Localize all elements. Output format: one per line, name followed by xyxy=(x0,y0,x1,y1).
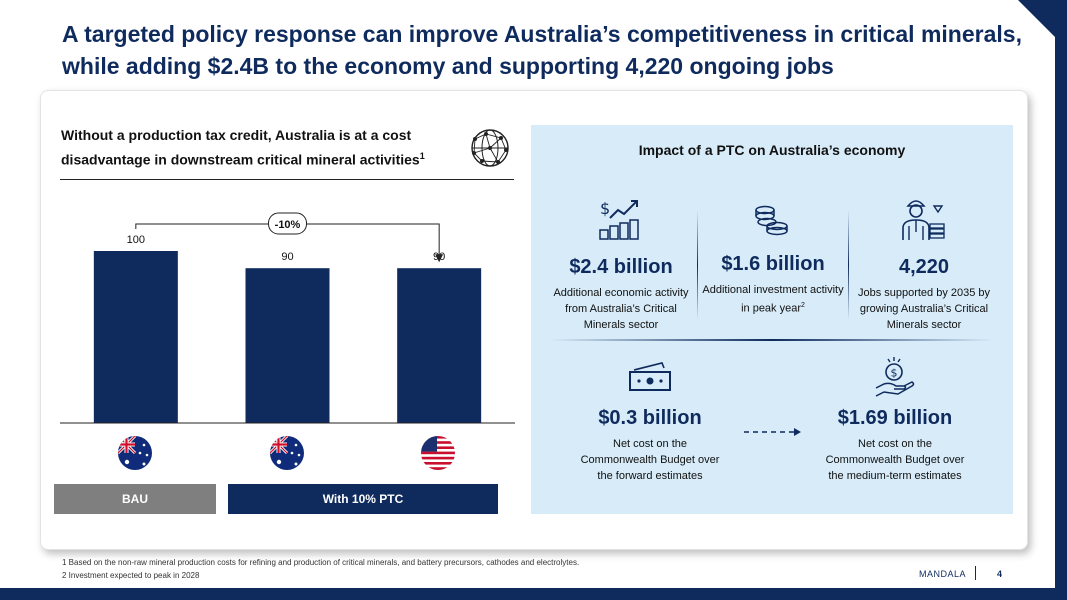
data-label-2: 90 xyxy=(281,251,293,263)
bar-3 xyxy=(397,268,482,423)
coin-stack-icon xyxy=(755,205,788,236)
usa-flag-icon xyxy=(421,436,455,475)
chart-heading-text: Without a production tax credit, Austral… xyxy=(61,127,420,168)
stat-footnote-mark: 2 xyxy=(801,302,805,309)
chart-heading-footnote-mark: 1 xyxy=(419,151,425,161)
heading-rule xyxy=(60,179,514,180)
stat-value: $1.69 billion xyxy=(837,407,953,429)
brand-name: MANDALA xyxy=(919,569,967,579)
svg-text:$: $ xyxy=(600,199,610,218)
stat-value: $0.3 billion xyxy=(598,407,702,429)
separator-horizontal xyxy=(550,339,994,341)
change-badge xyxy=(268,212,307,235)
category-label-bau: BAU xyxy=(54,484,216,514)
bar-1 xyxy=(93,251,178,423)
stat-medium-term-cost: $1.69 billion Net cost on the Commonweal… xyxy=(822,407,968,484)
impact-panel xyxy=(531,125,1013,514)
footnote-1: 1 Based on the non-raw mineral productio… xyxy=(62,558,580,567)
stat-value: $1.6 billion xyxy=(721,253,825,275)
page-number: 4 xyxy=(997,569,1003,579)
data-label-1: 100 xyxy=(127,234,145,246)
dashed-arrow-icon xyxy=(744,428,801,436)
australia-flag-icon-1 xyxy=(118,436,152,475)
globe-network-icon xyxy=(471,129,509,167)
cash-icon xyxy=(629,362,671,391)
change-label: -10% xyxy=(275,219,301,231)
page-title: A targeted policy response can improve A… xyxy=(62,21,1022,79)
frame-right-bar xyxy=(1055,0,1067,600)
corner-decoration xyxy=(1018,0,1056,38)
growth-chart-icon: $ xyxy=(599,199,639,240)
stat-description: Net cost on the Commonwealth Budget over… xyxy=(825,438,965,482)
stat-economic-activity: $2.4 billion Additional economic activit… xyxy=(548,256,694,333)
stat-description: Additional investment activity in peak y… xyxy=(702,282,844,317)
frame-bottom-bar xyxy=(0,588,1067,600)
separator-2 xyxy=(848,210,849,320)
stat-description: Additional economic activity from Austra… xyxy=(553,287,689,331)
stat-description: Net cost on the Commonwealth Budget over… xyxy=(580,438,720,482)
stat-value: 4,220 xyxy=(898,256,950,278)
svg-text:$: $ xyxy=(891,367,898,380)
change-arrowhead xyxy=(435,254,444,263)
impact-panel-title: Impact of a PTC on Australia’s economy xyxy=(638,142,906,158)
stat-description: Jobs supported by 2035 by growing Austra… xyxy=(857,287,991,331)
category-label-ptc: With 10% PTC xyxy=(228,484,498,514)
hand-coin-icon: $ xyxy=(875,357,915,397)
worker-icon xyxy=(902,200,945,240)
stat-jobs: 4,220 Jobs supported by 2035 by growing … xyxy=(852,256,996,333)
bar-chart: 1009090-10% xyxy=(60,212,515,424)
chart-heading: Without a production tax credit, Austral… xyxy=(61,125,471,171)
brand-divider xyxy=(975,566,976,580)
bar-2 xyxy=(245,268,330,423)
separator-1 xyxy=(697,210,698,320)
stat-description-text: Additional investment activity in peak y… xyxy=(702,284,844,315)
stat-forward-cost: $0.3 billion Net cost on the Commonwealt… xyxy=(577,407,723,484)
footnote-2: 2 Investment expected to peak in 2028 xyxy=(62,571,200,580)
australia-flag-icon-2 xyxy=(270,436,304,475)
stat-value: $2.4 billion xyxy=(569,256,673,278)
stat-investment: $1.6 billion Additional investment activ… xyxy=(702,253,844,317)
